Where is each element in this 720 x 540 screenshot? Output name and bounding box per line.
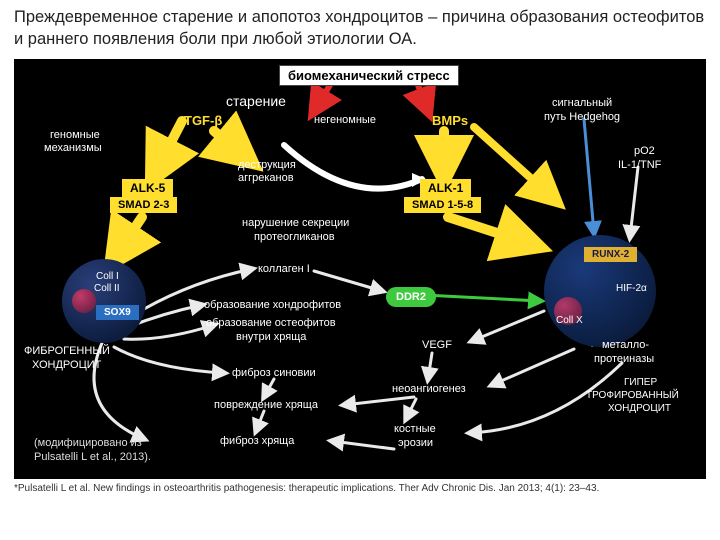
node-po2: pO2: [634, 145, 655, 157]
diagram-caption: (модифицировано из Pulsatelli L et al., …: [34, 436, 151, 465]
node-collagen: коллаген I: [258, 263, 310, 275]
node-biomech: биомеханический стресс: [279, 65, 459, 86]
caption-line-2: Pulsatelli L et al., 2013).: [34, 451, 151, 463]
node-hedgehog: сигнальный: [552, 97, 612, 109]
node-hyper2: ТРОФИРОВАННЫЙ: [586, 390, 679, 401]
node-nongenomic: негеномные: [314, 114, 376, 126]
slide-title: Преждевременное старение и апопотоз хонд…: [0, 0, 720, 55]
node-coll12: Coll I: [96, 271, 119, 282]
node-runx2: RUNX-2: [584, 247, 637, 262]
node-aging: старение: [226, 93, 286, 109]
node-sox9: SOX9: [96, 305, 139, 320]
node-neoang: неоангиогенез: [392, 383, 466, 395]
node-genomic: геномные: [50, 129, 100, 141]
node-aggrecan2: аггреканов: [238, 172, 294, 184]
node-synfib: фиброз синовии: [232, 367, 316, 379]
node-proteo2: протеогликанов: [254, 231, 335, 243]
node-smad158: SMAD 1-5-8: [404, 197, 481, 213]
node-genomic2: механизмы: [44, 142, 102, 154]
node-il1: IL-1/TNF: [618, 159, 661, 171]
pathway-diagram: (модифицировано из Pulsatelli L et al., …: [14, 59, 706, 479]
node-tgfb: TGF-β: [184, 113, 222, 128]
node-erosion: костные: [394, 423, 436, 435]
node-alk1: ALK-1: [420, 179, 471, 197]
node-chondrophyte: образование хондрофитов: [204, 299, 341, 311]
node-fibro: ФИБРОГЕННЫЙ: [24, 345, 110, 357]
node-mmp2: протеиназы: [594, 353, 654, 365]
node-hyper3: ХОНДРОЦИТ: [608, 403, 671, 414]
node-hif2a: HIF-2α: [616, 283, 647, 294]
node-alk5: ALK-5: [122, 179, 173, 197]
node-bmps: BMPs: [432, 113, 468, 128]
citation-text: *Pulsatelli L et al. New findings in ost…: [0, 481, 720, 496]
node-cartdmg: повреждение хряща: [214, 399, 318, 411]
node-osteophyte: образование остеофитов: [206, 317, 336, 329]
node-fibro2: ХОНДРОЦИТ: [32, 359, 101, 371]
node-cartfib: фиброз хряща: [220, 435, 294, 447]
node-proteo: нарушение секреции: [242, 217, 349, 229]
node-smad23: SMAD 2-3: [110, 197, 177, 213]
node-vegf: VEGF: [422, 339, 452, 351]
node-hyper: ГИПЕР: [624, 377, 657, 388]
node-osteophyte2: внутри хряща: [236, 331, 306, 343]
caption-line-1: (модифицировано из: [34, 437, 142, 449]
node-coll12b: Coll II: [94, 283, 120, 294]
node-erosion2: эрозии: [398, 437, 433, 449]
node-aggrecan: деструкция: [238, 159, 296, 171]
node-hedgehog2: путь Hedgehog: [544, 111, 620, 123]
node-mmp: металло-: [602, 339, 649, 351]
node-collx: Coll X: [556, 315, 583, 326]
node-ddr2: DDR2: [386, 287, 436, 307]
